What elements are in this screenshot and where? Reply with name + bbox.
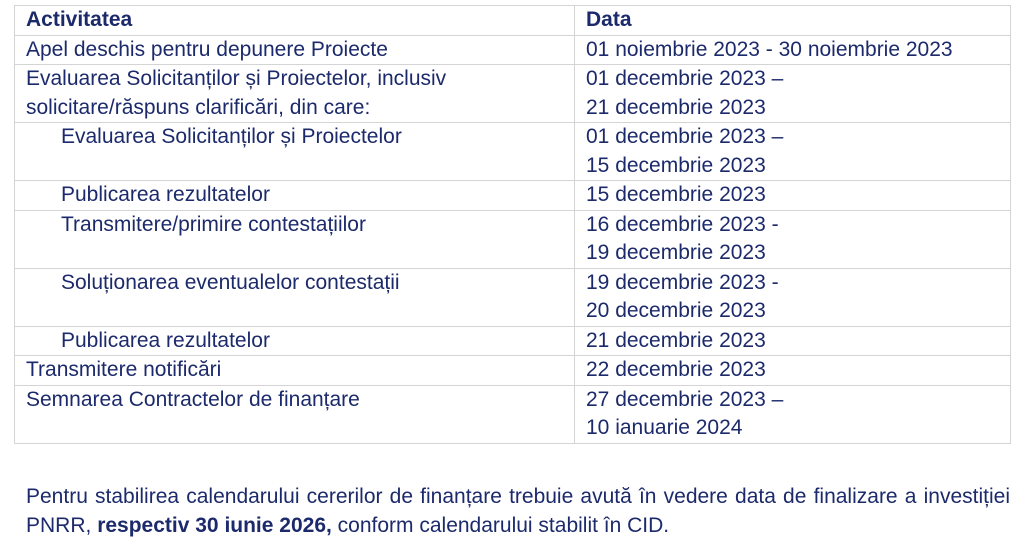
date-cell: 19 decembrie 2023 -20 decembrie 2023 (574, 267, 1011, 327)
table-row: Semnarea Contractelor de finanțare 27 dec… (14, 384, 1011, 444)
table-row: Apel deschis pentru depunere Proiecte 01 … (14, 34, 1011, 65)
date-cell: 01 decembrie 2023 –15 decembrie 2023 (574, 122, 1011, 181)
activity-cell: Evaluarea Solicitanților și Proiectelor,… (14, 64, 575, 123)
date-cell: 15 decembrie 2023 (574, 180, 1011, 211)
activity-cell: Transmitere/primire contestațiilor (14, 209, 575, 269)
table-row: Transmitere notificări 22 decembrie 2023 (14, 355, 1011, 386)
date-cell: 01 decembrie 2023 –21 decembrie 2023 (574, 64, 1011, 123)
activity-cell: Semnarea Contractelor de finanțare (14, 384, 575, 444)
date-cell: 01 noiembrie 2023 - 30 noiembrie 2023 (574, 34, 1011, 65)
paragraph-text-end: conform calendarului stabilit în CID. (331, 513, 670, 537)
paragraph-bold-deadline: respectiv 30 iunie 2026, (97, 513, 332, 537)
table-header-row: Activitatea Data (14, 5, 1011, 36)
header-activity: Activitatea (14, 5, 575, 36)
schedule-table: Activitatea Data Apel deschis pentru dep… (14, 5, 1011, 444)
activity-cell: Soluționarea eventualelor contestații (14, 267, 575, 327)
deadline-paragraph: Pentru stabilirea calendarului cererilor… (26, 483, 1010, 540)
table-row: Publicarea rezultatelor 21 decembrie 2023 (14, 325, 1011, 356)
table-row: Evaluarea Solicitanților și Proiectelor,… (14, 64, 1011, 123)
table-row: Transmitere/primire contestațiilor 16 dec… (14, 209, 1011, 269)
table-row: Evaluarea Solicitanților și Proiectelor 0… (14, 122, 1011, 181)
date-cell: 21 decembrie 2023 (574, 325, 1011, 356)
table-row: Soluționarea eventualelor contestații 19 … (14, 267, 1011, 327)
date-cell: 16 decembrie 2023 -19 decembrie 2023 (574, 209, 1011, 269)
date-cell: 22 decembrie 2023 (574, 355, 1011, 386)
activity-cell: Evaluarea Solicitanților și Proiectelor (14, 122, 575, 181)
date-cell: 27 decembrie 2023 –10 ianuarie 2024 (574, 384, 1011, 444)
table-row: Publicarea rezultatelor 15 decembrie 2023 (14, 180, 1011, 211)
activity-cell: Publicarea rezultatelor (14, 180, 575, 211)
activity-cell: Publicarea rezultatelor (14, 325, 575, 356)
header-date: Data (574, 5, 1011, 36)
activity-cell: Apel deschis pentru depunere Proiecte (14, 34, 575, 65)
activity-cell: Transmitere notificări (14, 355, 575, 386)
